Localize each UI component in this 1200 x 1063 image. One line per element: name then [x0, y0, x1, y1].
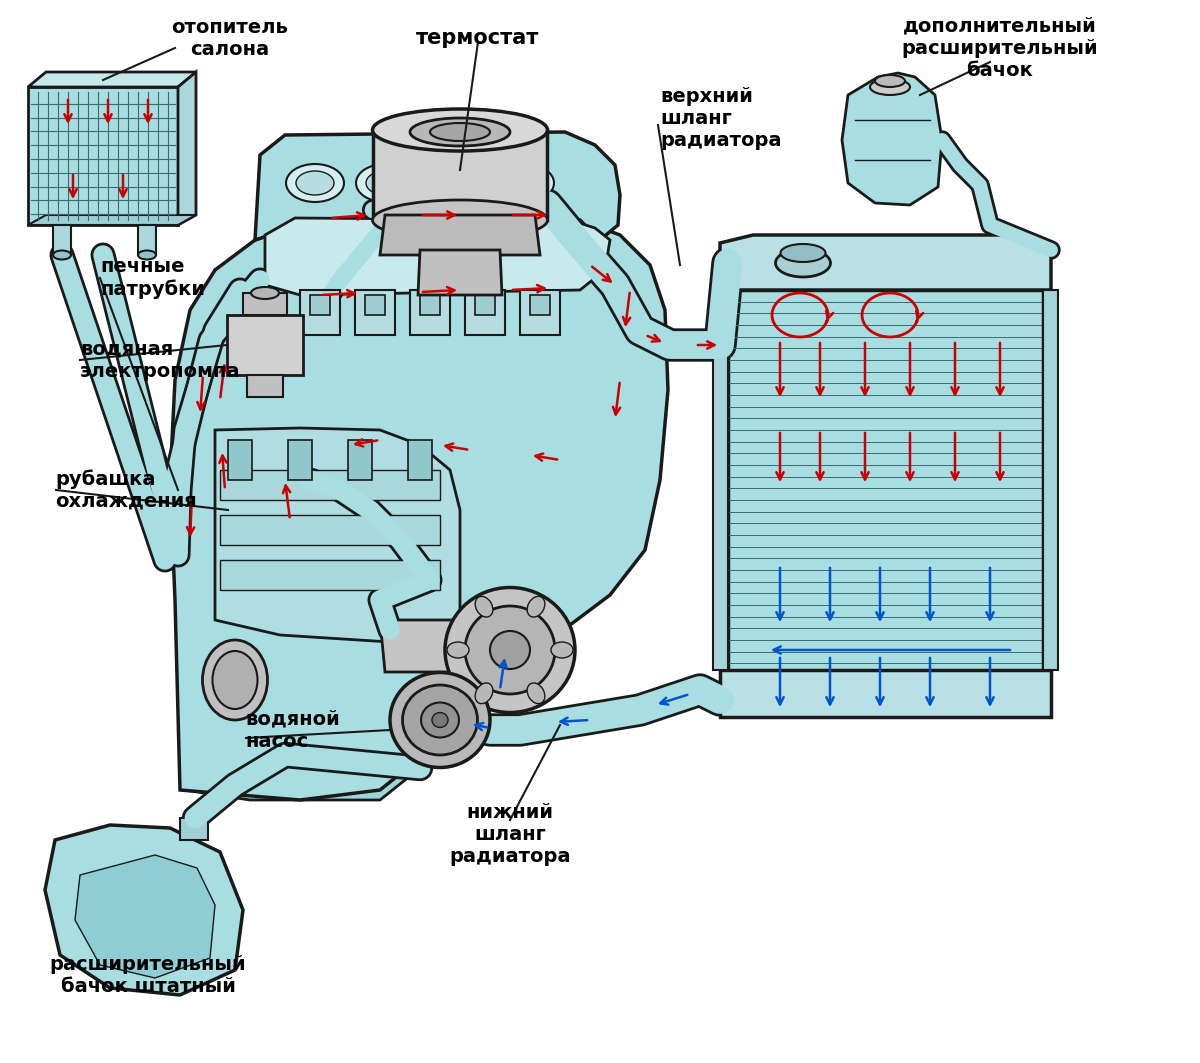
Bar: [475, 296, 496, 315]
Polygon shape: [170, 220, 668, 800]
Ellipse shape: [527, 596, 545, 617]
Bar: [300, 290, 340, 335]
Ellipse shape: [551, 642, 574, 658]
Ellipse shape: [356, 164, 414, 202]
Ellipse shape: [506, 171, 544, 195]
Polygon shape: [373, 130, 547, 220]
Polygon shape: [720, 670, 1051, 718]
Text: расширительный
бачок штатный: расширительный бачок штатный: [49, 955, 246, 996]
Ellipse shape: [296, 171, 334, 195]
Ellipse shape: [775, 249, 830, 277]
Text: водяная
электропомпа: водяная электропомпа: [80, 339, 240, 381]
Bar: [220, 470, 440, 500]
Bar: [408, 440, 432, 480]
Bar: [288, 440, 312, 480]
Ellipse shape: [436, 171, 474, 195]
Ellipse shape: [466, 606, 554, 694]
Bar: [138, 225, 156, 255]
Bar: [713, 290, 728, 670]
Text: водяной
насос: водяной насос: [245, 709, 340, 750]
Ellipse shape: [372, 200, 547, 240]
Bar: [228, 440, 252, 480]
Ellipse shape: [138, 251, 156, 259]
Bar: [244, 293, 287, 315]
Polygon shape: [842, 73, 942, 205]
Polygon shape: [720, 235, 1051, 290]
Ellipse shape: [286, 164, 344, 202]
Ellipse shape: [780, 244, 826, 261]
Bar: [355, 290, 395, 335]
Ellipse shape: [402, 685, 478, 755]
Ellipse shape: [430, 123, 490, 141]
Bar: [466, 290, 505, 335]
Ellipse shape: [426, 164, 484, 202]
Ellipse shape: [390, 673, 490, 767]
Ellipse shape: [421, 703, 460, 738]
Polygon shape: [76, 855, 215, 978]
Polygon shape: [256, 132, 620, 240]
Text: верхний
шланг
радиатора: верхний шланг радиатора: [660, 86, 781, 150]
Ellipse shape: [527, 682, 545, 704]
Polygon shape: [418, 250, 502, 296]
Polygon shape: [28, 215, 196, 225]
Bar: [420, 296, 440, 315]
Bar: [180, 819, 208, 840]
Ellipse shape: [496, 164, 554, 202]
Ellipse shape: [475, 596, 493, 617]
Polygon shape: [46, 825, 244, 995]
Text: печные
патрубки: печные патрубки: [100, 257, 205, 299]
Polygon shape: [215, 428, 460, 660]
Bar: [53, 225, 71, 255]
Text: термостат: термостат: [416, 28, 540, 48]
Bar: [1043, 290, 1058, 670]
Polygon shape: [265, 218, 610, 296]
Bar: [310, 296, 330, 315]
Ellipse shape: [446, 642, 469, 658]
Ellipse shape: [475, 682, 493, 704]
Bar: [728, 290, 1043, 675]
Bar: [365, 296, 385, 315]
Bar: [348, 440, 372, 480]
Bar: [220, 560, 440, 590]
Ellipse shape: [490, 631, 530, 669]
Polygon shape: [380, 215, 540, 255]
Bar: [247, 375, 283, 396]
Bar: [530, 296, 550, 315]
Bar: [227, 315, 304, 375]
Text: рубашка
охлаждения: рубашка охлаждения: [55, 469, 197, 511]
Text: нижний
шланг
радиатора: нижний шланг радиатора: [449, 804, 571, 866]
Bar: [220, 514, 440, 545]
Bar: [28, 87, 178, 225]
Ellipse shape: [410, 118, 510, 146]
Polygon shape: [185, 620, 480, 800]
Ellipse shape: [870, 79, 910, 95]
Ellipse shape: [432, 712, 448, 727]
Ellipse shape: [875, 75, 905, 87]
Ellipse shape: [212, 651, 258, 709]
Polygon shape: [178, 72, 196, 225]
Bar: [520, 290, 560, 335]
Polygon shape: [380, 620, 500, 672]
Ellipse shape: [53, 251, 71, 259]
Ellipse shape: [372, 109, 547, 151]
Bar: [410, 290, 450, 335]
Text: отопитель
салона: отопитель салона: [172, 17, 288, 58]
Ellipse shape: [366, 171, 404, 195]
Ellipse shape: [445, 588, 575, 712]
Ellipse shape: [251, 287, 280, 299]
Text: дополнительный
расширительный
бачок: дополнительный расширительный бачок: [901, 17, 1098, 80]
Ellipse shape: [203, 640, 268, 720]
Polygon shape: [28, 72, 196, 87]
